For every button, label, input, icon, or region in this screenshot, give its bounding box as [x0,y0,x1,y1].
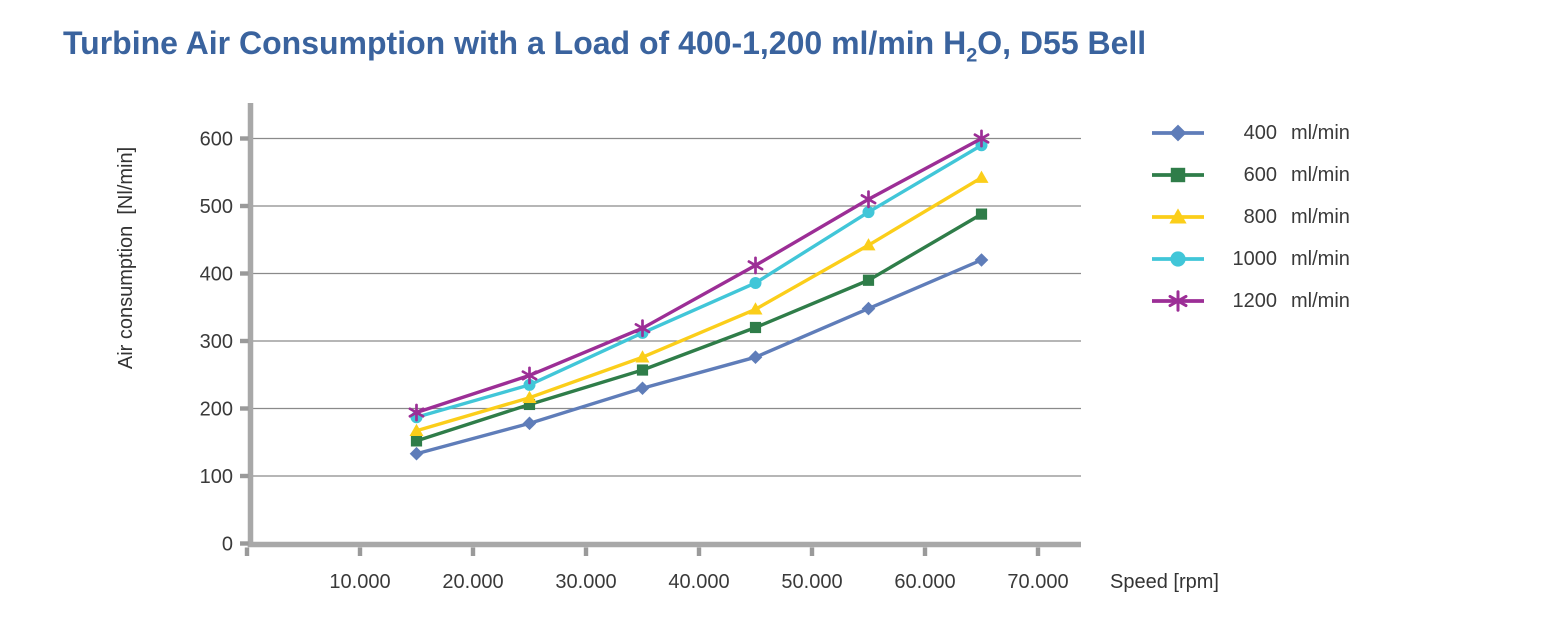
data-point-square [862,274,875,286]
data-point-diamond [861,301,876,316]
legend-item-600-ml-min: 600 ml/min [1152,164,1350,186]
data-point-triangle [522,390,537,403]
series-600-ml-min [410,208,988,447]
data-point-square [975,208,988,220]
data-point-diamond [522,416,537,431]
data-point-triangle [409,423,424,437]
legend-diamond-marker-icon [1152,124,1204,142]
legend-asterisk-marker-icon [1152,290,1204,312]
x-tick [1035,547,1041,556]
y-tick [240,338,249,344]
data-point-triangle [635,350,650,363]
legend-unit: ml/min [1291,289,1350,312]
data-point-asterisk [634,323,651,334]
legend-triangle-marker-icon [1152,208,1204,224]
data-point-square [636,364,649,376]
data-point-diamond [974,253,989,267]
x-tick-label: 70.000 [1007,571,1068,593]
x-tick-label: 10.000 [329,571,390,593]
series-1200-ml-min [408,129,990,422]
x-tick-label: 50.000 [781,571,842,593]
x-tick [357,547,363,556]
series-line-1000-ml-min [414,143,984,419]
legend-square-marker-icon [1152,167,1204,183]
y-tick-label: 500 [200,196,233,218]
data-point-square [749,321,762,334]
data-point-square [1170,167,1186,183]
x-tick-label: 60.000 [894,571,955,593]
y-tick [240,541,249,546]
y-tick [240,473,249,479]
legend-value: 400 [1243,121,1277,144]
data-point-triangle [861,238,876,251]
x-tick [809,547,815,556]
legend-value: 1200 [1232,289,1278,312]
data-point-triangle [974,170,989,183]
legend-value: 800 [1243,205,1277,228]
page-title-text: Turbine Air Consumption with a Load of 4… [63,25,967,61]
x-tick [696,547,702,556]
data-point-square [523,398,536,411]
y-tick-label: 400 [200,264,233,286]
data-point-diamond [635,381,650,396]
page-title-text-suffix: O, D55 Bell [977,25,1147,61]
data-point-diamond [1169,124,1187,142]
data-point-asterisk [1168,294,1188,308]
y-tick [240,136,249,141]
page-title-subscript: 2 [966,44,978,67]
x-tick-label: 20.000 [442,571,503,593]
y-tick-label: 200 [200,399,233,421]
legend: 400 ml/min 600 ml/min 800 ml/min 1000 ml/min 120… [1152,122,1350,332]
y-tick-label: 600 [200,129,233,151]
data-point-diamond [409,446,424,461]
data-point-circle [862,206,875,219]
page-title: Turbine Air Consumption with a Load of 4… [63,25,1147,65]
legend-value: 1000 [1232,247,1278,270]
y-axis-title: Air consumption [Nl/min] [115,147,137,369]
x-tick [244,547,250,556]
legend-value: 600 [1243,163,1277,186]
y-tick [240,406,249,411]
data-point-asterisk [973,133,990,144]
series-line-600-ml-min [414,212,984,443]
data-point-circle [1170,251,1186,267]
x-tick [583,547,589,556]
x-tick-label: 30.000 [555,571,616,593]
series-line-400-ml-min [414,258,984,456]
x-axis-title: Speed [rpm] [1110,571,1219,593]
legend-item-400-ml-min: 400 ml/min [1152,122,1350,144]
y-tick [240,203,249,209]
legend-circle-marker-icon [1152,251,1204,267]
data-point-triangle [1169,208,1187,224]
data-point-asterisk [747,260,764,271]
data-point-circle [749,276,762,289]
data-point-circle [523,378,536,391]
y-tick-label: 100 [200,466,233,488]
y-tick [240,271,249,276]
x-tick-label: 40.000 [668,571,729,593]
data-point-diamond [748,350,763,364]
y-tick-label: 300 [200,331,233,353]
data-point-asterisk [860,194,877,205]
series-400-ml-min [409,253,989,461]
series-line-800-ml-min [414,175,984,433]
legend-unit: ml/min [1291,247,1350,270]
data-point-triangle [748,302,763,315]
data-point-asterisk [408,407,425,418]
legend-unit: ml/min [1291,121,1350,144]
x-tick [470,547,476,556]
legend-unit: ml/min [1291,205,1350,228]
legend-item-1000-ml-min: 1000 ml/min [1152,248,1350,270]
y-tick-label: 0 [222,534,233,556]
legend-item-800-ml-min: 800 ml/min [1152,206,1350,228]
series-800-ml-min [409,170,989,437]
data-point-square [410,435,423,447]
data-point-asterisk [521,370,538,381]
series-line-1200-ml-min [414,136,984,415]
x-tick [922,547,928,556]
legend-unit: ml/min [1291,163,1350,186]
legend-item-1200-ml-min: 1200 ml/min [1152,290,1350,312]
